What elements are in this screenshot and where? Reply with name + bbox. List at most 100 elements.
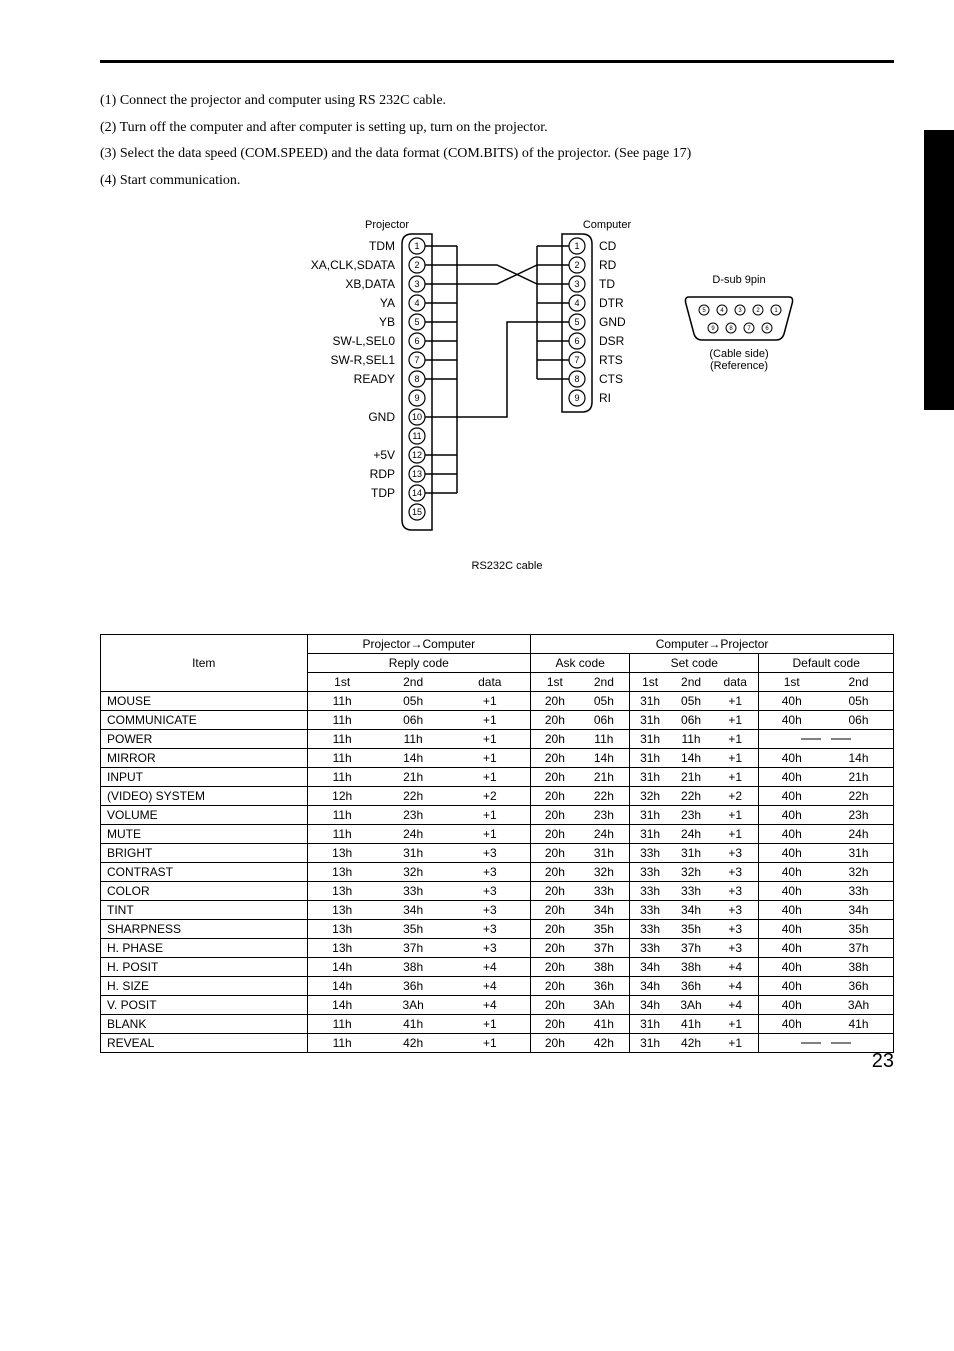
cell: 40h (759, 768, 824, 787)
cell: +3 (712, 920, 759, 939)
cell: +4 (449, 996, 530, 1015)
cell: 14h (579, 749, 630, 768)
cell: 13h (307, 863, 377, 882)
cell: 14h (307, 977, 377, 996)
cell: +1 (712, 1034, 759, 1053)
svg-text:YB: YB (379, 315, 395, 329)
cell: 35h (377, 920, 450, 939)
header-item: Item (101, 635, 308, 692)
cell: 40h (759, 787, 824, 806)
cell: 37h (824, 939, 893, 958)
cell: 24h (377, 825, 450, 844)
cell: 11h (579, 730, 630, 749)
command-table: Item Projector→Computer Computer→Project… (100, 634, 894, 1053)
cell: 34h (579, 901, 630, 920)
cell-item: MIRROR (101, 749, 308, 768)
col-2nd: 2nd (824, 673, 893, 692)
cell: 31h (630, 1034, 670, 1053)
cell: 11h (377, 730, 450, 749)
cell: +3 (449, 882, 530, 901)
cell-item: (VIDEO) SYSTEM (101, 787, 308, 806)
col-2nd: 2nd (377, 673, 450, 692)
svg-text:2: 2 (414, 260, 419, 270)
cell: 31h (630, 730, 670, 749)
cell: 20h (531, 825, 579, 844)
svg-text:5: 5 (574, 317, 579, 327)
cell: 31h (630, 806, 670, 825)
cell: +3 (449, 920, 530, 939)
cell: 21h (579, 768, 630, 787)
cell: 40h (759, 939, 824, 958)
cell: 24h (670, 825, 712, 844)
svg-text:SW-L,SEL0: SW-L,SEL0 (333, 334, 396, 348)
cell: 40h (759, 711, 824, 730)
cell: +3 (449, 844, 530, 863)
table-row: POWER11h11h+120h11h31h11h+1 (101, 730, 894, 749)
svg-text:DTR: DTR (599, 296, 624, 310)
cell: 05h (670, 692, 712, 711)
cell: 06h (670, 711, 712, 730)
svg-text:5: 5 (414, 317, 419, 327)
cell: 20h (531, 939, 579, 958)
dsub-title: D-sub 9pin (684, 274, 794, 286)
svg-text:2: 2 (756, 308, 760, 314)
cell: +1 (449, 806, 530, 825)
cell: +1 (449, 1034, 530, 1053)
cell: +4 (712, 977, 759, 996)
cell: 06h (377, 711, 450, 730)
cell: 23h (579, 806, 630, 825)
svg-text:CTS: CTS (599, 372, 623, 386)
table-row: H. POSIT14h38h+420h38h34h38h+440h38h (101, 958, 894, 977)
header-default: Default code (759, 654, 894, 673)
cell: 33h (630, 863, 670, 882)
cell: 38h (670, 958, 712, 977)
svg-text:6: 6 (414, 336, 419, 346)
cell-item: BLANK (101, 1015, 308, 1034)
table-row: (VIDEO) SYSTEM12h22h+220h22h32h22h+240h2… (101, 787, 894, 806)
cell: 31h (579, 844, 630, 863)
svg-text:TDM: TDM (369, 239, 395, 253)
header-reply: Reply code (307, 654, 531, 673)
cell: 32h (579, 863, 630, 882)
cell: 37h (579, 939, 630, 958)
cell-item: COMMUNICATE (101, 711, 308, 730)
cell: 20h (531, 1034, 579, 1053)
cell: 31h (630, 711, 670, 730)
page-number: 23 (872, 1050, 894, 1073)
cell-item: REVEAL (101, 1034, 308, 1053)
cell: 20h (531, 863, 579, 882)
cell: 13h (307, 882, 377, 901)
computer-label: Computer (583, 219, 632, 231)
table-row: H. SIZE14h36h+420h36h34h36h+440h36h (101, 977, 894, 996)
cable-label: RS232C cable (472, 560, 543, 572)
cell: 42h (377, 1034, 450, 1053)
svg-text:RDP: RDP (370, 467, 395, 481)
cell: 31h (630, 1015, 670, 1034)
cell: 32h (377, 863, 450, 882)
table-row: V. POSIT14h3Ah+420h3Ah34h3Ah+440h3Ah (101, 996, 894, 1015)
svg-text:XB,DATA: XB,DATA (345, 277, 395, 291)
cell: +4 (712, 958, 759, 977)
cell: +3 (449, 901, 530, 920)
svg-text:6: 6 (574, 336, 579, 346)
svg-text:7: 7 (574, 355, 579, 365)
cell: 21h (670, 768, 712, 787)
cell: 31h (630, 692, 670, 711)
table-row: VOLUME11h23h+120h23h31h23h+140h23h (101, 806, 894, 825)
svg-text:4: 4 (414, 298, 419, 308)
cell: 24h (824, 825, 893, 844)
cell: 33h (377, 882, 450, 901)
svg-text:TDP: TDP (371, 486, 395, 500)
header-comp-proj: Computer→Projector (531, 635, 894, 654)
cell: 41h (670, 1015, 712, 1034)
cell: 36h (377, 977, 450, 996)
svg-text:2: 2 (574, 260, 579, 270)
cell-item: INPUT (101, 768, 308, 787)
svg-text:RTS: RTS (599, 353, 623, 367)
cell: +3 (712, 863, 759, 882)
cell: +1 (449, 768, 530, 787)
cell: 31h (630, 768, 670, 787)
cell: +3 (712, 901, 759, 920)
svg-text:9: 9 (574, 393, 579, 403)
cell: +1 (449, 730, 530, 749)
